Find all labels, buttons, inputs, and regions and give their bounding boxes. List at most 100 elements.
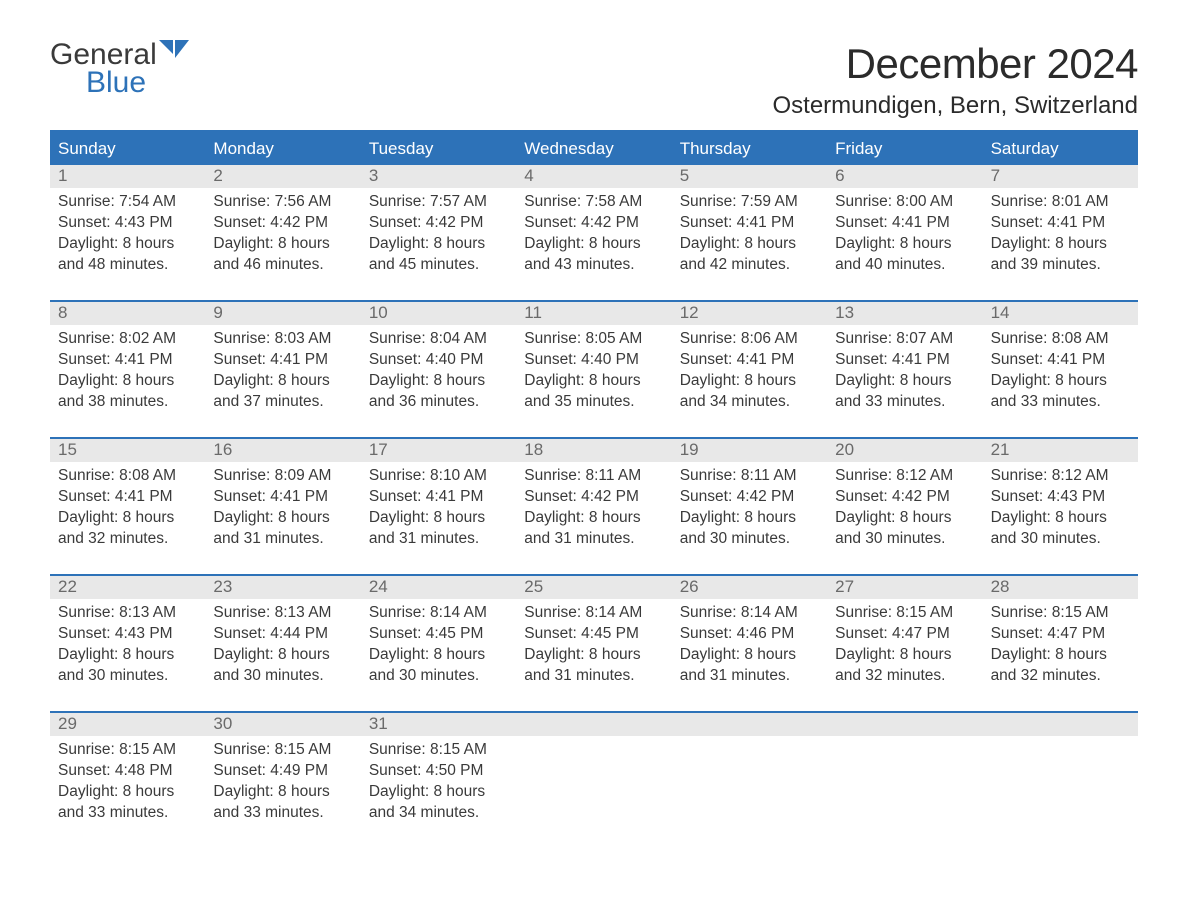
daylight-line-1: Daylight: 8 hours <box>58 645 197 666</box>
day-number: 7 <box>983 165 1138 188</box>
day-cell: Sunrise: 8:14 AMSunset: 4:45 PMDaylight:… <box>361 599 516 693</box>
day-number: 18 <box>516 439 671 462</box>
sunrise-line: Sunrise: 7:58 AM <box>524 192 663 213</box>
sunset-line: Sunset: 4:40 PM <box>524 350 663 371</box>
daylight-line-1: Daylight: 8 hours <box>213 508 352 529</box>
day-cell: Sunrise: 8:12 AMSunset: 4:42 PMDaylight:… <box>827 462 982 556</box>
sunset-line: Sunset: 4:41 PM <box>835 213 974 234</box>
daylight-line-2: and 33 minutes. <box>213 803 352 824</box>
day-cell: Sunrise: 8:00 AMSunset: 4:41 PMDaylight:… <box>827 188 982 282</box>
weekday-header: Thursday <box>672 133 827 165</box>
sunrise-line: Sunrise: 7:54 AM <box>58 192 197 213</box>
day-cell: Sunrise: 8:11 AMSunset: 4:42 PMDaylight:… <box>672 462 827 556</box>
sunrise-line: Sunrise: 8:15 AM <box>991 603 1130 624</box>
day-number: 20 <box>827 439 982 462</box>
sunrise-line: Sunrise: 7:59 AM <box>680 192 819 213</box>
daylight-line-2: and 34 minutes. <box>680 392 819 413</box>
day-cell: Sunrise: 7:56 AMSunset: 4:42 PMDaylight:… <box>205 188 360 282</box>
weekday-header: Monday <box>205 133 360 165</box>
day-cell: Sunrise: 8:14 AMSunset: 4:46 PMDaylight:… <box>672 599 827 693</box>
sunset-line: Sunset: 4:41 PM <box>835 350 974 371</box>
daylight-line-2: and 30 minutes. <box>213 666 352 687</box>
daylight-line-1: Daylight: 8 hours <box>524 234 663 255</box>
weekday-row: SundayMondayTuesdayWednesdayThursdayFrid… <box>50 133 1138 165</box>
logo-text-general: General <box>50 41 157 70</box>
day-cell: Sunrise: 8:01 AMSunset: 4:41 PMDaylight:… <box>983 188 1138 282</box>
logo: General Blue <box>50 40 189 98</box>
daylight-line-1: Daylight: 8 hours <box>213 234 352 255</box>
sunrise-line: Sunrise: 8:14 AM <box>369 603 508 624</box>
day-number: 10 <box>361 302 516 325</box>
sunset-line: Sunset: 4:41 PM <box>58 487 197 508</box>
sunset-line: Sunset: 4:42 PM <box>835 487 974 508</box>
day-number: 24 <box>361 576 516 599</box>
daylight-line-2: and 31 minutes. <box>524 529 663 550</box>
day-number: 22 <box>50 576 205 599</box>
day-cell <box>672 736 827 830</box>
sunset-line: Sunset: 4:41 PM <box>680 350 819 371</box>
day-cell: Sunrise: 8:14 AMSunset: 4:45 PMDaylight:… <box>516 599 671 693</box>
day-cell: Sunrise: 8:15 AMSunset: 4:47 PMDaylight:… <box>827 599 982 693</box>
sunrise-line: Sunrise: 8:15 AM <box>58 740 197 761</box>
daylight-line-2: and 36 minutes. <box>369 392 508 413</box>
day-cell: Sunrise: 8:08 AMSunset: 4:41 PMDaylight:… <box>50 462 205 556</box>
daylight-line-1: Daylight: 8 hours <box>835 508 974 529</box>
daylight-line-2: and 32 minutes. <box>58 529 197 550</box>
weekday-header: Wednesday <box>516 133 671 165</box>
sunrise-line: Sunrise: 8:01 AM <box>991 192 1130 213</box>
daylight-line-2: and 31 minutes. <box>680 666 819 687</box>
daylight-line-1: Daylight: 8 hours <box>524 371 663 392</box>
daynum-row: 15161718192021 <box>50 439 1138 462</box>
sunrise-line: Sunrise: 8:14 AM <box>680 603 819 624</box>
day-number: 29 <box>50 713 205 736</box>
daylight-line-2: and 38 minutes. <box>58 392 197 413</box>
sunset-line: Sunset: 4:41 PM <box>369 487 508 508</box>
sunrise-line: Sunrise: 7:56 AM <box>213 192 352 213</box>
title-block: December 2024 Ostermundigen, Bern, Switz… <box>772 40 1138 120</box>
day-number: 14 <box>983 302 1138 325</box>
day-cell <box>516 736 671 830</box>
daynum-row: 1234567 <box>50 165 1138 188</box>
daylight-line-1: Daylight: 8 hours <box>680 234 819 255</box>
header: General Blue December 2024 Ostermundigen… <box>50 40 1138 120</box>
calendar-week: 22232425262728Sunrise: 8:13 AMSunset: 4:… <box>50 574 1138 693</box>
daylight-line-2: and 34 minutes. <box>369 803 508 824</box>
sunrise-line: Sunrise: 8:04 AM <box>369 329 508 350</box>
daylight-line-1: Daylight: 8 hours <box>680 371 819 392</box>
calendar-week: 891011121314Sunrise: 8:02 AMSunset: 4:41… <box>50 300 1138 419</box>
sunset-line: Sunset: 4:40 PM <box>369 350 508 371</box>
daylight-line-2: and 46 minutes. <box>213 255 352 276</box>
day-cell: Sunrise: 8:13 AMSunset: 4:44 PMDaylight:… <box>205 599 360 693</box>
sunset-line: Sunset: 4:47 PM <box>835 624 974 645</box>
sunrise-line: Sunrise: 8:13 AM <box>213 603 352 624</box>
day-cell: Sunrise: 7:59 AMSunset: 4:41 PMDaylight:… <box>672 188 827 282</box>
day-number: 27 <box>827 576 982 599</box>
daylight-line-2: and 32 minutes. <box>991 666 1130 687</box>
logo-text-blue: Blue <box>86 69 189 98</box>
sunrise-line: Sunrise: 8:08 AM <box>991 329 1130 350</box>
day-cell: Sunrise: 8:12 AMSunset: 4:43 PMDaylight:… <box>983 462 1138 556</box>
day-cell: Sunrise: 8:15 AMSunset: 4:49 PMDaylight:… <box>205 736 360 830</box>
day-cell: Sunrise: 8:09 AMSunset: 4:41 PMDaylight:… <box>205 462 360 556</box>
daylight-line-2: and 39 minutes. <box>991 255 1130 276</box>
sunset-line: Sunset: 4:49 PM <box>213 761 352 782</box>
sunset-line: Sunset: 4:48 PM <box>58 761 197 782</box>
day-number: 13 <box>827 302 982 325</box>
sunset-line: Sunset: 4:44 PM <box>213 624 352 645</box>
daylight-line-1: Daylight: 8 hours <box>369 371 508 392</box>
day-cell: Sunrise: 7:58 AMSunset: 4:42 PMDaylight:… <box>516 188 671 282</box>
daylight-line-2: and 35 minutes. <box>524 392 663 413</box>
daylight-line-2: and 30 minutes. <box>835 529 974 550</box>
daylight-line-2: and 31 minutes. <box>213 529 352 550</box>
sunset-line: Sunset: 4:42 PM <box>524 213 663 234</box>
day-number: 30 <box>205 713 360 736</box>
daylight-line-1: Daylight: 8 hours <box>213 645 352 666</box>
daylight-line-1: Daylight: 8 hours <box>213 782 352 803</box>
sunset-line: Sunset: 4:45 PM <box>369 624 508 645</box>
day-cell: Sunrise: 8:04 AMSunset: 4:40 PMDaylight:… <box>361 325 516 419</box>
sunset-line: Sunset: 4:50 PM <box>369 761 508 782</box>
daylight-line-1: Daylight: 8 hours <box>369 645 508 666</box>
day-cell: Sunrise: 8:15 AMSunset: 4:48 PMDaylight:… <box>50 736 205 830</box>
sunrise-line: Sunrise: 8:08 AM <box>58 466 197 487</box>
daylight-line-1: Daylight: 8 hours <box>524 645 663 666</box>
